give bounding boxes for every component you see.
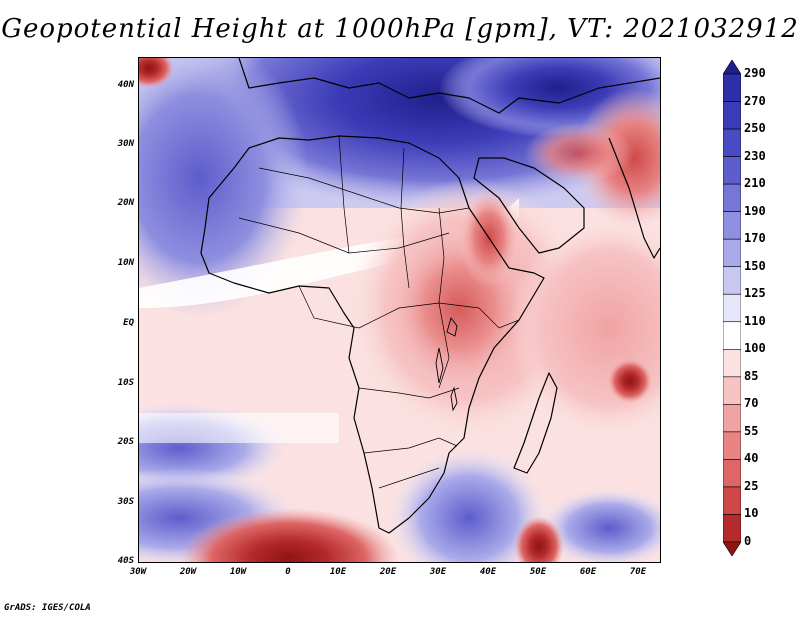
colorbar-label: 170 <box>744 231 766 246</box>
colorbar-label: 10 <box>744 506 759 521</box>
map-canvas <box>139 58 660 562</box>
colorbar-swatch <box>723 348 741 378</box>
lon-label-40e: 40E <box>479 567 497 577</box>
colorbar-swatch <box>723 431 741 460</box>
map-panel <box>138 57 661 563</box>
colorbar-label: 40 <box>744 451 759 466</box>
lon-label-20e: 20E <box>379 567 397 577</box>
lon-label-70e: 70E <box>629 567 647 577</box>
colorbar-swatch <box>723 128 741 157</box>
colorbar-swatch <box>723 211 741 240</box>
colorbar-label: 270 <box>744 93 766 108</box>
lat-label-10s: 10S <box>117 378 134 388</box>
colorbar-swatch <box>723 156 741 185</box>
colorbar-swatch <box>723 376 741 405</box>
colorbar-label: 250 <box>744 121 766 136</box>
transition-band <box>139 198 519 308</box>
colorbar-swatch <box>723 404 741 433</box>
colorbar-label: 70 <box>744 396 759 411</box>
colorbar-label: 85 <box>744 368 759 383</box>
lat-label-eq: EQ <box>123 318 134 328</box>
lon-label-20w: 20W <box>179 567 197 577</box>
lat-label-30s: 30S <box>117 497 134 507</box>
colorbar-swatch <box>723 101 741 130</box>
lat-label-20s: 20S <box>117 437 134 447</box>
lon-label-30e: 30E <box>429 567 447 577</box>
lat-label-30n: 30N <box>117 139 134 149</box>
colorbar-swatch <box>723 459 741 488</box>
lat-label-40n: 40N <box>117 80 134 90</box>
colorbar-label: 25 <box>744 478 759 493</box>
colorbar-label: 190 <box>744 203 766 218</box>
colorbar-swatch <box>723 266 741 295</box>
colorbar-swatch <box>723 293 741 323</box>
coastlines <box>200 58 660 534</box>
lat-label-20n: 20N <box>117 198 134 208</box>
colorbar-swatch <box>723 514 741 543</box>
lon-label-10e: 10E <box>329 567 347 577</box>
lat-label-10n: 10N <box>117 258 134 268</box>
colorbar-swatch <box>723 60 741 75</box>
colorbar <box>723 60 741 556</box>
colorbar-label: 55 <box>744 423 759 438</box>
colorbar-swatch <box>723 541 741 556</box>
colorbar-label: 210 <box>744 176 766 191</box>
colorbar-label: 230 <box>744 148 766 163</box>
colorbar-swatch <box>723 321 741 350</box>
lon-label-50e: 50E <box>529 567 547 577</box>
credit-text: GrADS: IGES/COLA <box>4 603 91 613</box>
country-borders <box>238 135 520 489</box>
colorbar-label: 0 <box>744 534 752 548</box>
lat-label-40s: 40S <box>117 556 134 566</box>
lon-label-30w: 30W <box>129 567 147 577</box>
chart-title: Geopotential Height at 1000hPa [gpm], VT… <box>1 14 799 44</box>
colorbar-label: 110 <box>744 313 766 328</box>
lon-label-10w: 10W <box>229 567 247 577</box>
colorbar-label: 290 <box>744 66 766 80</box>
colorbar-swatch <box>723 183 741 212</box>
colorbar-label: 125 <box>744 286 766 301</box>
lakes <box>435 317 458 412</box>
colorbar-label: 100 <box>744 341 766 356</box>
colorbar-swatch <box>723 73 741 102</box>
colorbar-label: 150 <box>744 258 766 273</box>
colorbar-swatch <box>723 238 741 268</box>
colorbar-swatch <box>723 486 741 515</box>
lon-label-0: 0 <box>285 567 291 577</box>
lon-label-60e: 60E <box>579 567 597 577</box>
